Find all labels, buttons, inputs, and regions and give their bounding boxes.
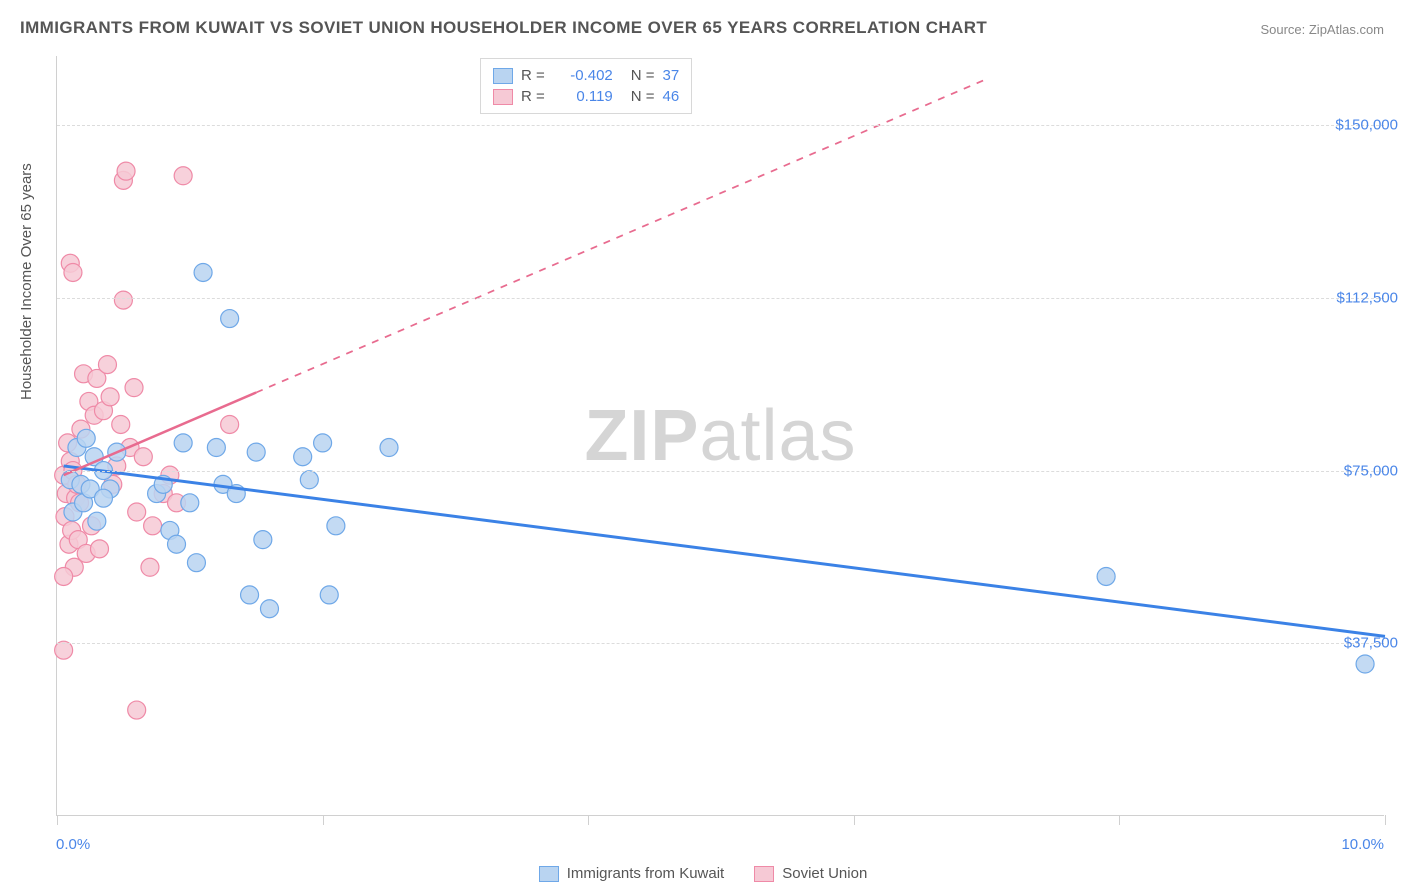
- correlation-legend: R = -0.402 N = 37 R = 0.119 N = 46: [480, 58, 692, 114]
- swatch-kuwait-bottom: [539, 866, 559, 882]
- x-tick-label-right: 10.0%: [1341, 836, 1384, 853]
- legend-row-soviet: R = 0.119 N = 46: [493, 86, 679, 107]
- legend-label-soviet: Soviet Union: [782, 865, 867, 882]
- y-tick-label: $37,500: [1344, 635, 1398, 652]
- legend-row-kuwait: R = -0.402 N = 37: [493, 65, 679, 86]
- legend-item-soviet: Soviet Union: [754, 865, 867, 882]
- y-tick-label: $112,500: [1337, 289, 1398, 306]
- legend-label-kuwait: Immigrants from Kuwait: [567, 865, 725, 882]
- r-value-soviet: 0.119: [553, 88, 613, 105]
- legend-item-kuwait: Immigrants from Kuwait: [539, 865, 725, 882]
- y-tick-label: $75,000: [1344, 462, 1398, 479]
- source-attribution: Source: ZipAtlas.com: [1260, 22, 1384, 37]
- swatch-soviet: [493, 89, 513, 105]
- chart-title: IMMIGRANTS FROM KUWAIT VS SOVIET UNION H…: [20, 18, 987, 38]
- n-value-soviet: 46: [663, 88, 680, 105]
- n-value-kuwait: 37: [663, 67, 680, 84]
- plot-area: ZIPatlas: [56, 56, 1384, 816]
- series-legend: Immigrants from Kuwait Soviet Union: [0, 865, 1406, 882]
- swatch-soviet-bottom: [754, 866, 774, 882]
- x-tick-label-left: 0.0%: [56, 836, 90, 853]
- swatch-kuwait: [493, 68, 513, 84]
- r-value-kuwait: -0.402: [553, 67, 613, 84]
- y-tick-label: $150,000: [1335, 117, 1398, 134]
- scatter-svg: [57, 56, 1385, 816]
- y-axis-label: Householder Income Over 65 years: [18, 163, 35, 400]
